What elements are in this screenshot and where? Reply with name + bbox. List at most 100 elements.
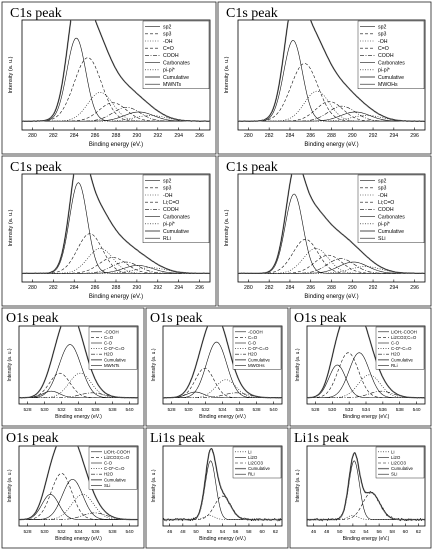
component-curve — [238, 261, 425, 274]
x-axis-label: Binding energy (eV.) — [199, 414, 246, 420]
legend-label: -OH — [163, 193, 173, 199]
x-tick-label: 280 — [28, 133, 37, 139]
y-axis-label: Intensity (a. u.) — [8, 209, 14, 246]
chart-panel: O1s peak 528 530 532 534 536 538 540 Binding ene… — [1, 427, 145, 549]
chart-title: O1s peak — [294, 311, 347, 326]
x-tick-label: 528 — [23, 407, 31, 413]
x-tick-label: 296 — [195, 133, 204, 139]
x-tick-label: 60 — [403, 529, 409, 535]
legend-label: C-O — [391, 341, 400, 346]
legend-label: Carbonates — [163, 60, 190, 66]
legend-label: pi-pi* — [378, 222, 390, 228]
x-axis-label: Binding energy (eV.) — [304, 294, 358, 300]
measured-curve — [307, 326, 425, 399]
x-tick-label: 532 — [57, 407, 65, 413]
x-tick-label: 532 — [57, 529, 65, 535]
x-tick-label: 292 — [369, 285, 378, 291]
chart-title: C1s peak — [10, 6, 62, 21]
x-tick-label: 60 — [259, 529, 265, 535]
legend-label: pi-pi* — [163, 222, 175, 228]
x-tick-label: 296 — [410, 133, 419, 139]
component-curve — [22, 265, 210, 274]
legend-label: Cumulative — [163, 75, 189, 81]
legend-label: Cumulative — [104, 357, 127, 362]
x-axis-label: Binding energy (eV.) — [343, 536, 390, 542]
legend-label: RLi — [391, 363, 398, 368]
x-tick-label: 288 — [112, 285, 121, 291]
x-tick-label: 284 — [286, 285, 295, 291]
component-curve — [163, 379, 282, 399]
x-tick-label: 52 — [207, 529, 213, 535]
x-tick-label: 46 — [311, 529, 317, 535]
x-tick-label: 528 — [23, 529, 31, 535]
legend-label: Cumulative — [248, 357, 271, 362]
measured-curve — [19, 326, 138, 399]
legend-label: Li — [248, 449, 251, 454]
x-tick-label: 536 — [379, 407, 387, 413]
x-tick-label: 534 — [74, 407, 82, 413]
legend-label: Carbonates — [378, 214, 405, 220]
legend-label: C=O — [163, 46, 174, 52]
curves — [19, 326, 138, 399]
legend-label: sp2 — [163, 178, 171, 184]
x-tick-label: 62 — [416, 529, 422, 535]
legend-label: Li;C=O — [378, 200, 394, 206]
curves — [163, 326, 282, 399]
legend-label: COOH — [378, 207, 394, 213]
x-tick-label: 290 — [133, 285, 142, 291]
x-tick-label: 292 — [369, 133, 378, 139]
x-tick-label: 282 — [49, 285, 58, 291]
legend-label: sp2 — [163, 24, 171, 30]
legend-label: C-O — [248, 341, 257, 346]
component-curve — [307, 374, 425, 399]
legend-label: -OH — [378, 39, 388, 45]
curves — [307, 326, 425, 399]
legend-label: C=O — [248, 335, 258, 340]
x-tick-label: 534 — [74, 529, 82, 535]
x-tick-label: 288 — [327, 285, 336, 291]
x-tick-label: 532 — [345, 407, 353, 413]
legend-label: RLi — [248, 472, 255, 477]
x-tick-label: 540 — [125, 529, 133, 535]
component-curve — [163, 392, 282, 399]
measured-curve — [307, 451, 425, 522]
legend-label: MWNTs — [104, 363, 120, 368]
x-tick-label: 294 — [390, 133, 399, 139]
y-axis-label: Intensity (a. u.) — [224, 209, 230, 246]
component-curve — [19, 372, 138, 399]
legend-label: MWNTs — [163, 82, 182, 88]
x-tick-label: 540 — [269, 407, 277, 413]
legend-label: H2O — [248, 352, 258, 357]
chart-panel: O1s peak 528 530 532 534 536 538 540 Binding ene… — [289, 307, 432, 427]
curves — [238, 20, 425, 122]
legend-box — [88, 326, 138, 370]
x-tick-label: 540 — [125, 407, 133, 413]
x-tick-label: 288 — [112, 133, 121, 139]
legend-label: C=O — [104, 335, 114, 340]
legend-label: H2O — [391, 352, 401, 357]
measured-curve — [22, 20, 210, 122]
legend-label: Cumulative — [104, 477, 127, 482]
chart-panel: O1s peak 528 530 532 534 536 538 540 Binding ene… — [145, 307, 289, 427]
legend-label: sp3 — [378, 186, 386, 192]
legend-label: Carbonates — [163, 214, 190, 220]
x-tick-label: 534 — [362, 407, 370, 413]
curves — [238, 174, 425, 275]
measured-curve — [19, 446, 138, 521]
x-tick-label: 292 — [153, 133, 162, 139]
x-tick-label: 538 — [252, 407, 260, 413]
x-axis-label: Binding energy (eV.) — [55, 536, 102, 542]
legend-label: LiOH;-COOH — [391, 329, 417, 334]
x-tick-label: 58 — [246, 529, 252, 535]
x-axis-label: Binding energy (eV.) — [89, 294, 143, 300]
legend-label: Li;C=O — [163, 200, 179, 206]
x-tick-label: 284 — [70, 133, 79, 139]
legend-label: Li2CO3;C=O — [391, 335, 417, 340]
y-axis-label: Intensity (a. u.) — [224, 56, 230, 93]
x-tick-label: 54 — [363, 529, 369, 535]
x-tick-label: 290 — [348, 285, 357, 291]
measured-curve — [238, 20, 425, 122]
x-tick-label: 540 — [413, 407, 421, 413]
legend-label: sp2 — [378, 24, 386, 30]
